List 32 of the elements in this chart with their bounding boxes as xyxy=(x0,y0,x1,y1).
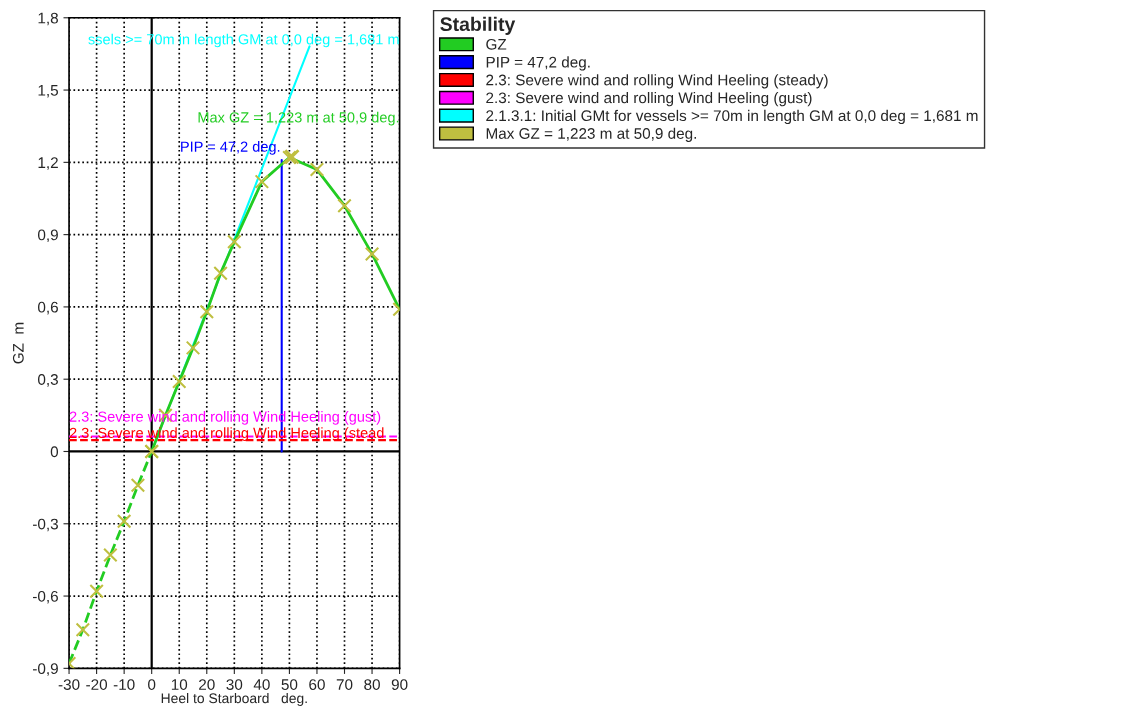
y-tick-label: 0,3 xyxy=(38,374,58,387)
y-tick-label: 1,8 xyxy=(38,12,58,26)
y-tick-label: 0 xyxy=(50,446,59,458)
y-tick-label: -0,3 xyxy=(32,518,58,532)
x-tick-label: 70 xyxy=(336,679,353,690)
y-tick-label: -0,9 xyxy=(32,663,58,676)
x-tick-label: 60 xyxy=(309,679,325,690)
x-tick-label: -20 xyxy=(86,679,108,690)
x-tick-label: 90 xyxy=(391,679,408,690)
x-tick-label: 50 xyxy=(281,679,298,690)
legend-label: GZ xyxy=(486,38,507,50)
legend-label: 2.3: Severe wind and rolling Wind Heeling (steady) xyxy=(486,74,828,89)
y-tick-label: 0,6 xyxy=(38,301,58,315)
x-tick-label: 20 xyxy=(199,679,215,690)
x-tick-label: -10 xyxy=(113,679,135,690)
legend-label: Max GZ = 1,223 m at 50,9 deg. xyxy=(486,127,696,142)
y-tick-label: 1,2 xyxy=(38,157,58,170)
legend-label: 2.3: Severe wind and rolling Wind Heeling (gust) xyxy=(486,92,812,107)
legend-label: 2.1.3.1: Initial GMt for vessels >= 70m in length GM at 0,0 deg = 1,681 m xyxy=(486,109,978,125)
x-tick-label: 10 xyxy=(171,679,188,690)
y-tick-label: -0,6 xyxy=(32,590,58,604)
y-tick-label: 1,5 xyxy=(38,85,58,98)
y-tick-label: 0,9 xyxy=(38,229,58,243)
x-tick-label: 30 xyxy=(226,679,243,690)
x-tick-label: 80 xyxy=(364,679,380,690)
x-axis-title: Heel to Starboard deg. xyxy=(161,693,307,706)
legend-title: Stability xyxy=(440,16,516,35)
legend-label: PIP = 47,2 deg. xyxy=(486,56,590,71)
y-axis-title: GZ m xyxy=(12,322,24,364)
x-tick-label: 0 xyxy=(148,679,156,690)
x-tick-label: 40 xyxy=(253,679,270,690)
x-tick-label: -30 xyxy=(58,679,80,690)
